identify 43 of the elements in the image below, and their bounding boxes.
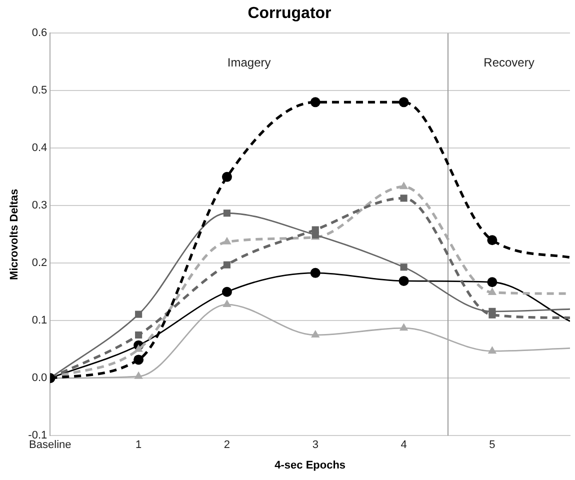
x-tick-label: 3 xyxy=(312,439,318,452)
chart-title: Corrugator xyxy=(248,5,332,22)
y-tick-label: 0.6 xyxy=(32,27,48,40)
annotation: Recovery xyxy=(484,56,534,70)
point xyxy=(310,97,320,108)
annotation: Imagery xyxy=(227,56,271,70)
point xyxy=(488,287,497,295)
point xyxy=(135,331,142,339)
point xyxy=(398,97,409,108)
point xyxy=(488,346,497,354)
x-tick-label: 5 xyxy=(489,439,496,452)
point xyxy=(223,261,231,268)
point xyxy=(223,210,231,217)
point xyxy=(400,194,408,202)
y-tick-label: 0.5 xyxy=(32,84,48,97)
x-tick-label: 1 xyxy=(136,439,142,452)
y-tick-label: 0.4 xyxy=(32,142,48,154)
point xyxy=(310,268,320,278)
point xyxy=(134,344,143,352)
point xyxy=(399,182,408,190)
point xyxy=(400,264,408,271)
point xyxy=(399,323,408,331)
point xyxy=(134,354,144,365)
y-tick-label: 0.2 xyxy=(32,257,48,270)
point xyxy=(222,286,232,297)
point xyxy=(488,308,496,315)
point xyxy=(134,371,143,379)
point xyxy=(311,330,320,338)
y-axis-title: Microvolts Deltas xyxy=(8,188,21,280)
y-tick-label: 0.0 xyxy=(32,372,48,384)
point xyxy=(398,276,409,286)
point xyxy=(222,172,232,182)
x-tick-label: Baseline xyxy=(29,439,72,452)
y-tick-label: 0.3 xyxy=(32,200,48,212)
x-tick-label: 2 xyxy=(224,439,230,452)
point xyxy=(487,235,498,246)
x-axis-title: 4-sec Epochs xyxy=(274,459,346,472)
point xyxy=(222,300,232,308)
point xyxy=(222,236,232,244)
point xyxy=(487,277,498,288)
point xyxy=(135,310,142,318)
x-tick-label: 4 xyxy=(400,439,407,452)
y-tick-label: 0.1 xyxy=(32,314,48,327)
